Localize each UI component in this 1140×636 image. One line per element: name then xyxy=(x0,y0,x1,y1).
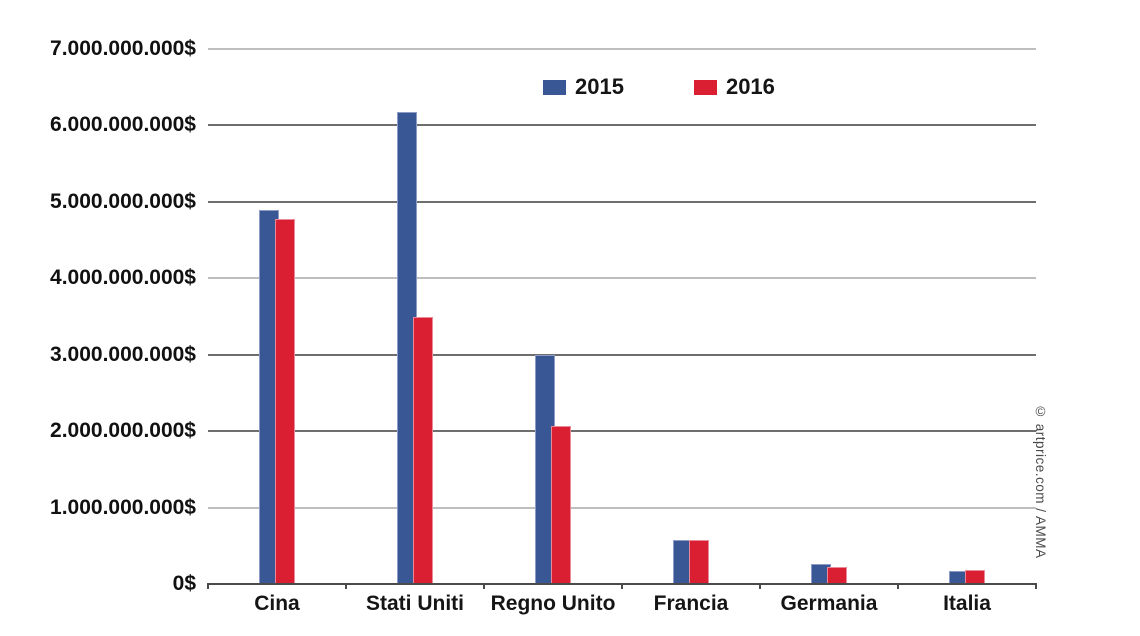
watermark-credit: © artprice.com / AMMA xyxy=(1033,404,1048,559)
x-axis-label-cina: Cina xyxy=(254,592,300,615)
y-axis-label-7: 7.000.000.000$ xyxy=(50,37,196,60)
x-axis-label-italia: Italia xyxy=(943,592,991,615)
x-axis-tick xyxy=(345,583,347,589)
plot-area xyxy=(207,48,1037,589)
bar-2016-italia xyxy=(965,570,985,584)
legend-swatch-2016 xyxy=(693,79,717,95)
x-axis-tick xyxy=(1035,583,1037,589)
legend-swatch-2015 xyxy=(543,79,566,95)
bar-2016-stati-uniti xyxy=(413,316,433,584)
gridline-3 xyxy=(208,353,1036,356)
chart-legend: 2015 2016 xyxy=(543,74,775,100)
bar-2016-regno-unito xyxy=(551,425,571,584)
gridline-7 xyxy=(208,48,1036,50)
gridline-5 xyxy=(208,200,1036,203)
y-axis-label-4: 4.000.000.000$ xyxy=(50,266,196,290)
legend-item-2016: 2016 xyxy=(693,74,775,100)
y-axis-label-0: 0$ xyxy=(172,572,196,595)
y-axis-label-2: 2.000.000.000$ xyxy=(50,419,196,443)
x-axis-labels: Cina Stati Uniti Regno Unito Francia Germani… xyxy=(208,592,1036,622)
x-axis-tick xyxy=(483,583,485,589)
gridline-6 xyxy=(208,124,1036,127)
y-axis-label-1: 1.000.000.000$ xyxy=(50,495,196,519)
x-axis-label-francia: Francia xyxy=(653,592,729,615)
bar-2016-cina xyxy=(275,218,295,584)
bar-2016-francia xyxy=(689,539,709,584)
legend-label-2016: 2016 xyxy=(725,74,775,99)
x-axis-label-stati-uniti: Stati Uniti xyxy=(366,592,464,615)
gridline-1 xyxy=(208,506,1036,509)
bar-2016-germania xyxy=(827,567,847,584)
x-axis-tick xyxy=(759,583,761,589)
x-axis-label-regno-unito: Regno Unito xyxy=(490,592,616,615)
legend-label-2015: 2015 xyxy=(575,74,624,99)
x-axis-tick xyxy=(207,583,209,589)
y-axis-label-6: 6.000.000.000$ xyxy=(50,113,196,137)
x-axis-label-germania: Germania xyxy=(780,592,878,615)
x-axis-tick xyxy=(897,583,899,589)
gridline-2 xyxy=(208,430,1036,433)
legend-item-2015: 2015 xyxy=(543,74,624,100)
gridline-4 xyxy=(208,277,1036,280)
y-axis-label-3: 3.000.000.000$ xyxy=(50,342,196,366)
x-axis-tick xyxy=(621,583,623,589)
y-axis-label-5: 5.000.000.000$ xyxy=(50,189,196,213)
